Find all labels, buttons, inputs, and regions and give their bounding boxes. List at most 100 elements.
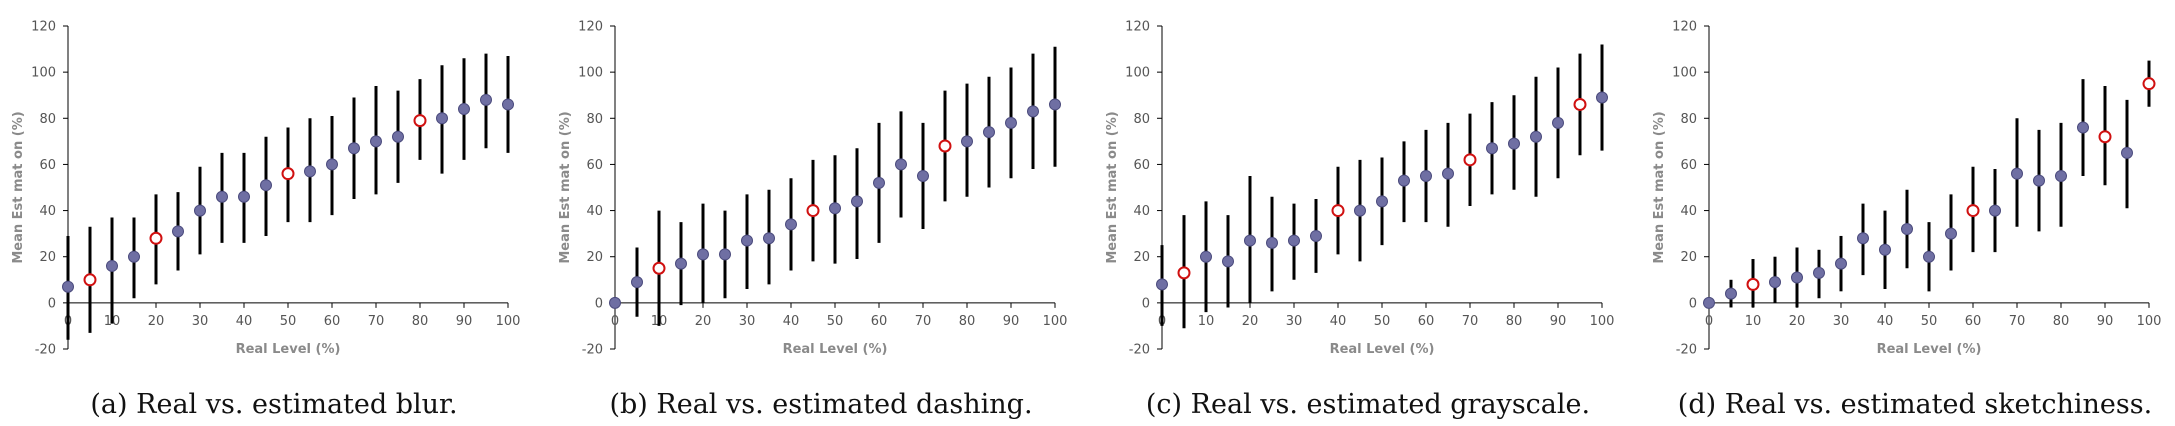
x-tick-label: 40 (1330, 314, 1347, 329)
data-point (480, 93, 492, 106)
y-tick-label: 120 (31, 20, 56, 35)
x-tick-label: 90 (456, 314, 473, 329)
y-tick-label: 0 (1689, 296, 1697, 311)
data-point (260, 179, 272, 192)
y-tick-label: 100 (31, 66, 56, 81)
y-tick-label: 20 (1133, 250, 1150, 265)
y-tick-label: 40 (1133, 204, 1150, 219)
x-tick-label: 0 (611, 314, 619, 329)
data-point (1596, 91, 1608, 104)
x-tick-label: 20 (1242, 314, 1259, 329)
x-tick-label: 70 (1462, 314, 1479, 329)
data-point (1027, 105, 1039, 118)
data-point (304, 165, 316, 178)
data-point (458, 103, 470, 116)
data-point (194, 204, 206, 217)
y-tick-label: 120 (1672, 20, 1697, 35)
x-tick-label: 70 (368, 314, 385, 329)
data-point (1156, 278, 1168, 291)
chart-panel-2: -200204060801001200102030405060708090100… (558, 20, 1067, 421)
data-point (348, 142, 360, 155)
data-point (851, 195, 863, 208)
data-point (1442, 167, 1454, 180)
data-point (719, 248, 731, 261)
y-tick-label: -20 (582, 343, 603, 358)
highlighted-data-point (149, 231, 163, 245)
x-tick-label: 100 (1043, 314, 1068, 329)
x-tick-label: 40 (1877, 314, 1894, 329)
figure-caption: (c) Real vs. estimated grayscale. (1146, 389, 1590, 420)
x-tick-label: 100 (496, 314, 521, 329)
highlighted-data-point (1177, 266, 1191, 280)
data-point (1725, 287, 1737, 300)
x-tick-label: 40 (783, 314, 800, 329)
x-axis-title: Real Level (%) (1330, 342, 1435, 357)
y-tick-label: 100 (1672, 66, 1697, 81)
x-tick-label: 90 (1003, 314, 1020, 329)
data-point (1989, 204, 2001, 217)
x-tick-label: 10 (1198, 314, 1215, 329)
data-point (1703, 296, 1715, 309)
data-point (1244, 234, 1256, 247)
y-tick-label: 40 (39, 204, 56, 219)
highlighted-data-point (83, 273, 97, 287)
x-tick-label: 50 (1374, 314, 1391, 329)
x-tick-label: 90 (2097, 314, 2114, 329)
data-point (1530, 130, 1542, 143)
highlighted-data-point (2142, 77, 2156, 91)
data-point (1508, 137, 1520, 150)
x-tick-label: 80 (412, 314, 429, 329)
y-tick-label: 80 (39, 112, 56, 127)
data-point (1486, 142, 1498, 155)
data-point (697, 248, 709, 261)
data-point (370, 135, 382, 148)
data-point (1398, 174, 1410, 187)
data-point (1420, 169, 1432, 182)
data-point (1791, 271, 1803, 284)
chart-panel-1: -200204060801001200102030405060708090100… (11, 20, 520, 421)
data-point (2077, 121, 2089, 134)
highlighted-data-point (413, 114, 427, 128)
y-tick-label: 60 (39, 158, 56, 173)
y-tick-label: 80 (1133, 112, 1150, 127)
x-tick-label: 60 (871, 314, 888, 329)
data-point (1901, 223, 1913, 236)
data-point (741, 234, 753, 247)
figure-caption: (a) Real vs. estimated blur. (90, 389, 457, 420)
x-tick-label: 30 (1833, 314, 1850, 329)
x-tick-label: 30 (739, 314, 756, 329)
x-tick-label: 70 (915, 314, 932, 329)
y-tick-label: 100 (578, 66, 603, 81)
data-point (2121, 146, 2133, 159)
chart-panel-3: -200204060801001200102030405060708090100… (1105, 20, 1614, 421)
highlighted-data-point (281, 167, 295, 181)
x-tick-label: 50 (280, 314, 297, 329)
data-point (1376, 195, 1388, 208)
data-point (785, 218, 797, 231)
y-tick-label: -20 (1129, 343, 1150, 358)
x-tick-label: 30 (1286, 314, 1303, 329)
chart-panel-4: -20 0 20 40 60 80 100 120 0 10 20 30 40 50 60 70 80 90 100… (1652, 20, 2161, 421)
data-point (1945, 227, 1957, 240)
data-point (1222, 255, 1234, 268)
highlighted-data-point (1463, 153, 1477, 167)
data-point (436, 112, 448, 125)
x-axis-title: Real Level (%) (783, 342, 888, 357)
data-point (631, 276, 643, 289)
data-point (216, 190, 228, 203)
x-tick-label: 80 (2053, 314, 2070, 329)
x-tick-label: 50 (827, 314, 844, 329)
data-point (1200, 250, 1212, 263)
y-tick-label: -20 (1676, 343, 1697, 358)
x-tick-label: 30 (192, 314, 209, 329)
y-tick-label: -20 (35, 343, 56, 358)
y-tick-label: 60 (586, 158, 603, 173)
data-point (961, 135, 973, 148)
y-axis-title: Mean Est mat on (%) (1652, 111, 1667, 263)
data-point (2011, 167, 2023, 180)
highlighted-data-point (2098, 130, 2112, 144)
y-tick-label: 120 (1125, 20, 1150, 35)
x-tick-label: 50 (1921, 314, 1938, 329)
data-point (172, 225, 184, 238)
